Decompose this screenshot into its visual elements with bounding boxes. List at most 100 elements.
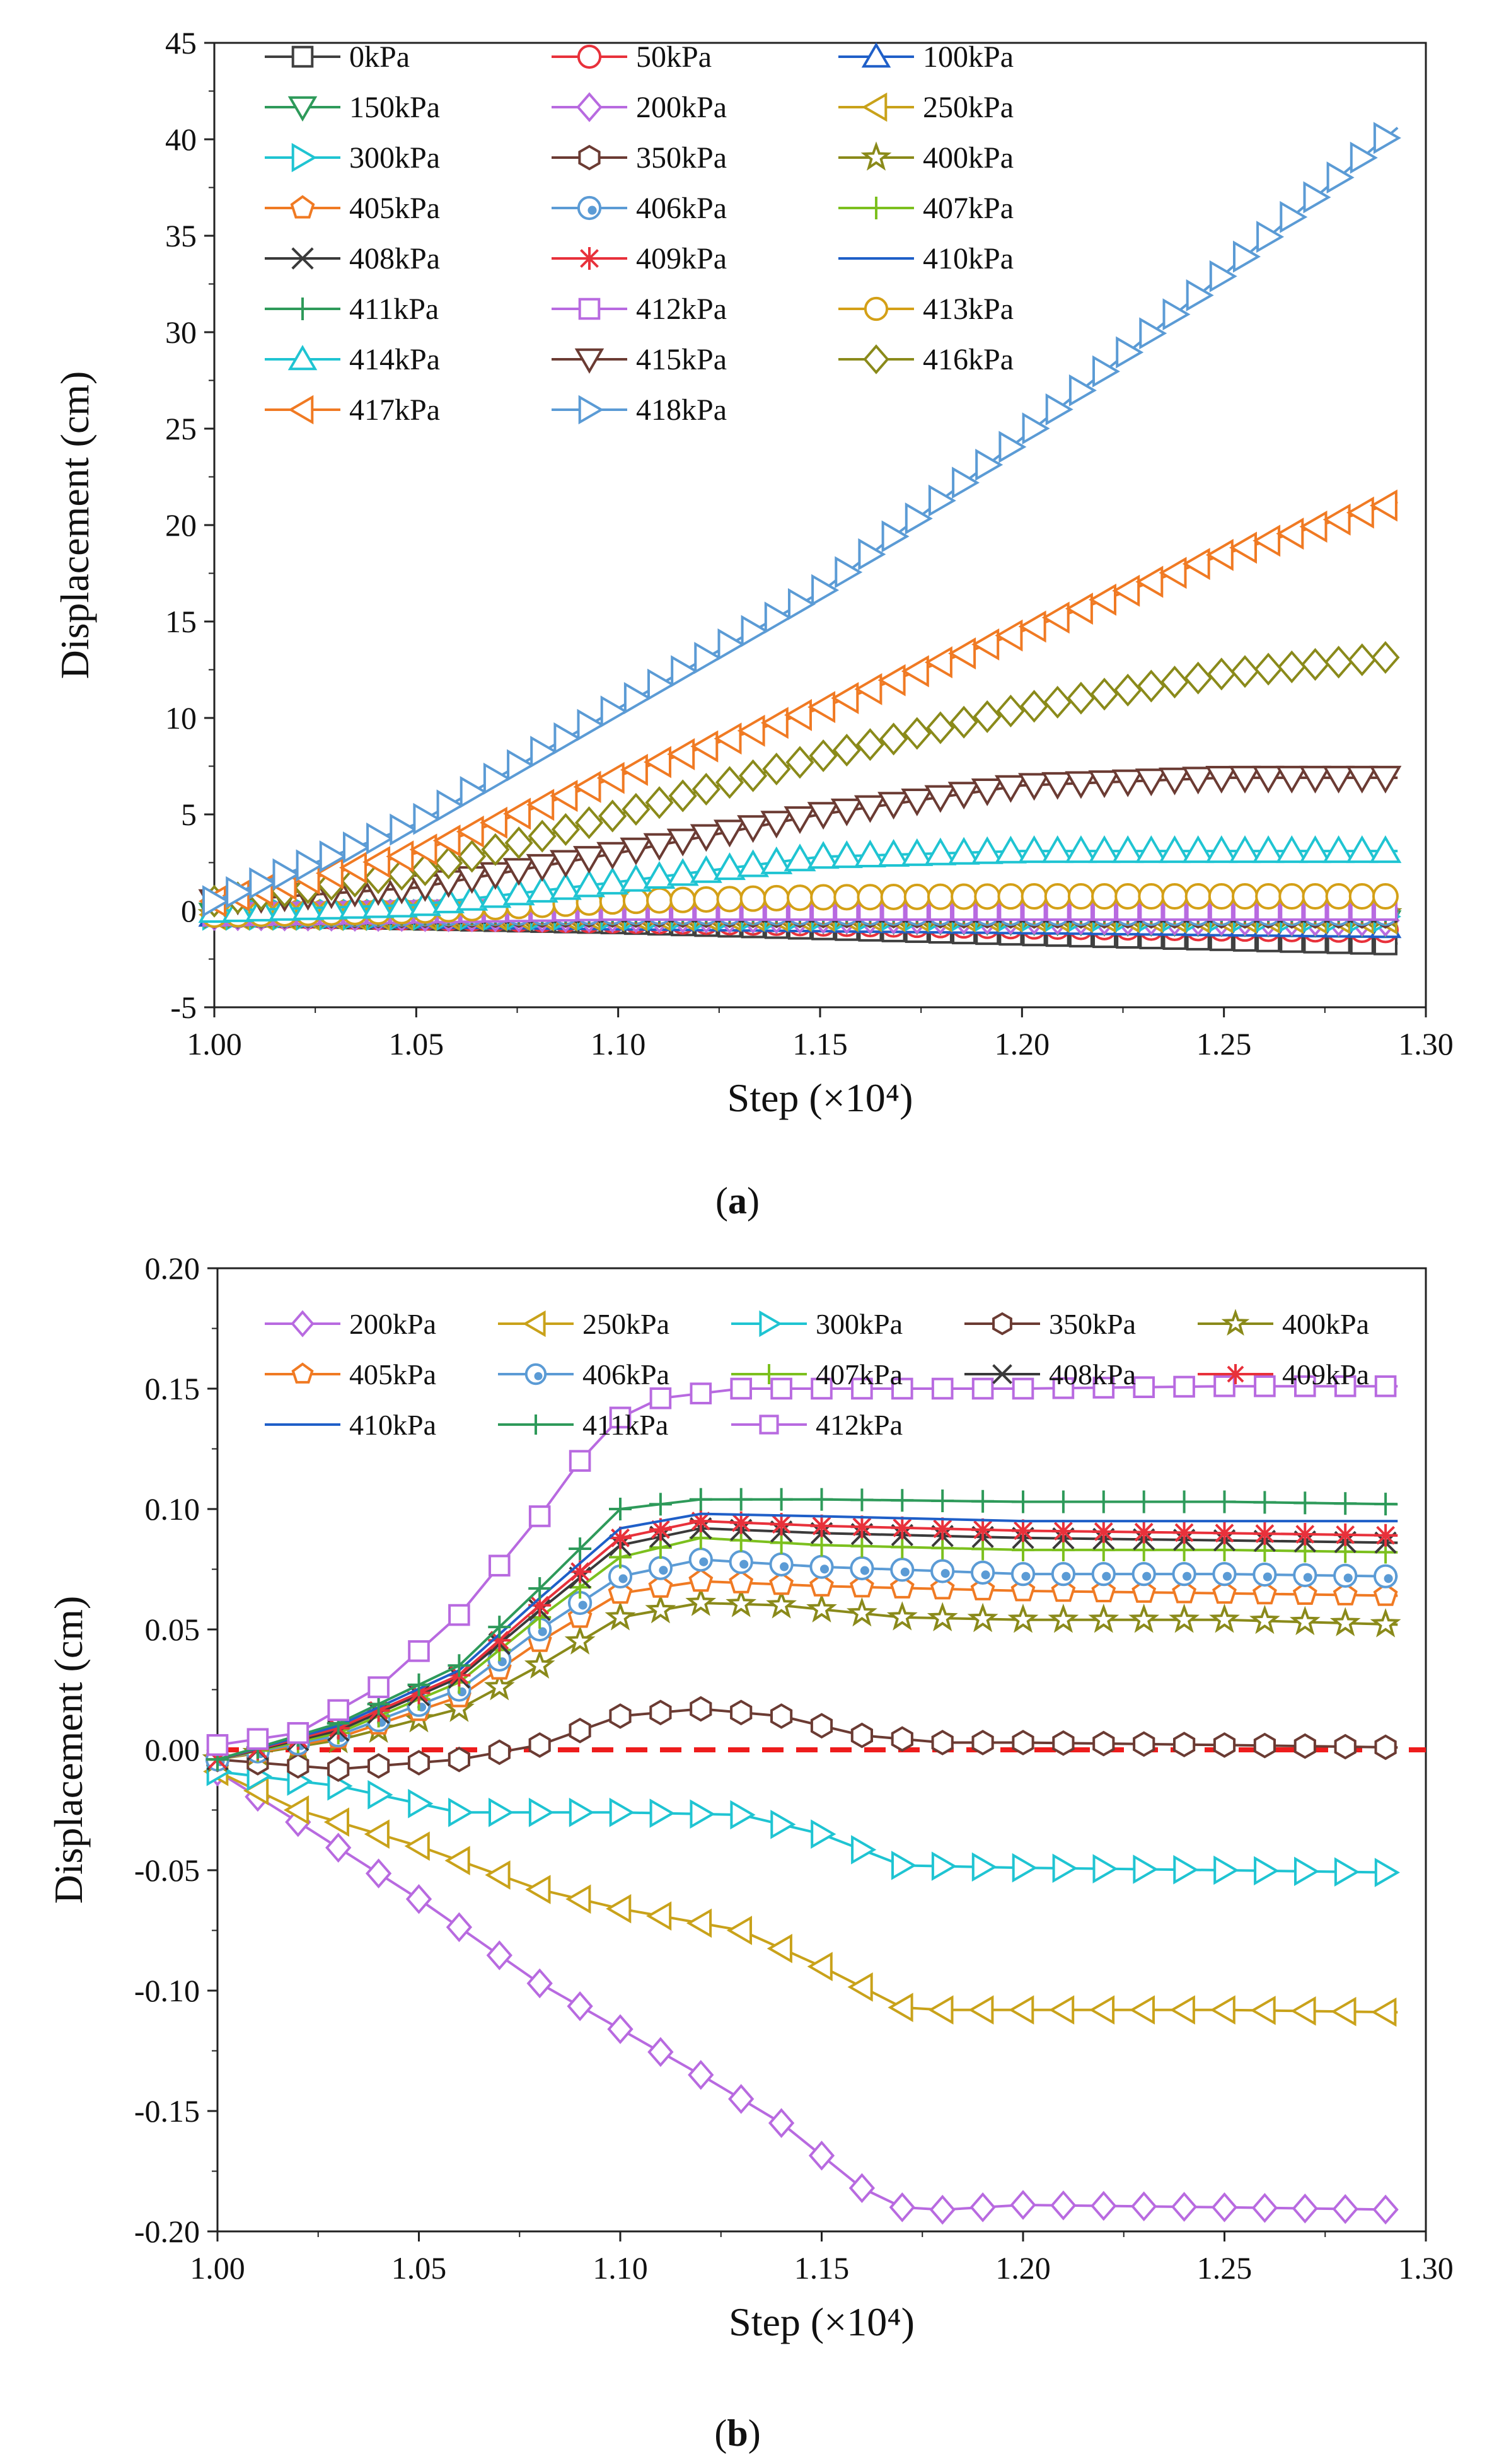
a-marker-417kpa bbox=[503, 797, 531, 830]
b-marker-300kpa bbox=[1133, 1854, 1159, 1884]
b-marker-200kpa bbox=[405, 1884, 432, 1914]
b-marker-400kpa bbox=[967, 1602, 998, 1633]
a-marker-415kpa bbox=[643, 833, 676, 861]
b-marker-400kpa bbox=[564, 1625, 596, 1655]
b-legend-marker bbox=[523, 1310, 546, 1338]
b-marker-300kpa bbox=[1012, 1853, 1038, 1883]
a-marker-417kpa bbox=[1089, 583, 1116, 616]
a-marker-414kpa bbox=[714, 852, 746, 881]
b-marker-250kpa bbox=[767, 1933, 792, 1964]
a-legend-label: 350kPa bbox=[636, 141, 727, 175]
a-legend-item-400kpa: 400kPa bbox=[838, 141, 1014, 175]
b-marker-200kpa bbox=[688, 2059, 714, 2090]
a-legend-marker bbox=[860, 141, 892, 171]
b-marker-412kpa bbox=[1213, 1375, 1235, 1397]
a-marker-418kpa bbox=[483, 762, 511, 795]
b-legend-marker bbox=[992, 1364, 1012, 1384]
b-marker-412kpa bbox=[971, 1377, 994, 1400]
caption-b: (b) bbox=[714, 2412, 760, 2454]
a-marker-417kpa bbox=[971, 628, 1000, 661]
b-marker-350kpa bbox=[609, 1703, 632, 1729]
b-marker-250kpa bbox=[444, 1846, 470, 1875]
a-marker-413kpa bbox=[1302, 883, 1329, 910]
a-marker-414kpa bbox=[947, 836, 980, 865]
a-legend-marker bbox=[864, 296, 889, 321]
a-legend-label: 400kPa bbox=[923, 141, 1014, 175]
b-marker-300kpa bbox=[1092, 1854, 1118, 1883]
a-marker-416kpa bbox=[1137, 669, 1166, 703]
b-legend-label: 250kPa bbox=[582, 1308, 669, 1340]
b-legend-item-411kpa: 411kPa bbox=[498, 1409, 668, 1441]
a-legend-label: 415kPa bbox=[636, 343, 727, 376]
a-marker-416kpa bbox=[996, 694, 1026, 728]
b-legend-item-412kpa: 412kPa bbox=[731, 1409, 903, 1441]
a-marker-414kpa bbox=[573, 869, 605, 898]
b-marker-200kpa bbox=[1131, 2191, 1157, 2222]
a-marker-413kpa bbox=[1325, 883, 1352, 910]
b-marker-300kpa bbox=[690, 1799, 715, 1829]
a-legend-label: 0kPa bbox=[349, 40, 410, 74]
b-marker-406kpa bbox=[1212, 1562, 1237, 1587]
a-marker-418kpa bbox=[413, 802, 441, 835]
a-marker-414kpa bbox=[456, 882, 489, 911]
b-marker-409kpa bbox=[1051, 1520, 1075, 1543]
a-marker-417kpa bbox=[479, 806, 507, 839]
b-marker-200kpa bbox=[768, 2108, 795, 2138]
a-marker-413kpa bbox=[622, 888, 649, 915]
a-legend-marker bbox=[861, 42, 891, 68]
b-marker-200kpa bbox=[848, 2173, 876, 2203]
a-marker-417kpa bbox=[1135, 565, 1164, 598]
b-marker-300kpa bbox=[1294, 1856, 1320, 1887]
b-marker-350kpa bbox=[1293, 1733, 1316, 1759]
a-legend-label: 416kPa bbox=[923, 343, 1014, 376]
b-marker-300kpa bbox=[811, 1819, 836, 1849]
b-legend-marker bbox=[759, 1310, 782, 1338]
b-legend-item-406kpa: 406kPa bbox=[498, 1358, 669, 1391]
b-marker-350kpa bbox=[1334, 1733, 1357, 1760]
b-marker-406kpa bbox=[930, 1559, 955, 1583]
b-marker-350kpa bbox=[1012, 1730, 1034, 1755]
b-marker-411kpa bbox=[891, 1489, 914, 1512]
a-marker-416kpa bbox=[645, 786, 674, 819]
a-marker-415kpa bbox=[1135, 768, 1167, 797]
b-marker-409kpa bbox=[931, 1517, 954, 1541]
a-marker-413kpa bbox=[974, 883, 1001, 910]
a-marker-415kpa bbox=[807, 802, 840, 830]
a-marker-418kpa bbox=[717, 628, 746, 661]
a-marker-414kpa bbox=[1111, 835, 1144, 864]
b-marker-250kpa bbox=[807, 1952, 833, 1982]
a-marker-418kpa bbox=[647, 668, 675, 701]
b-marker-350kpa bbox=[690, 1696, 712, 1722]
b-marker-250kpa bbox=[1009, 1995, 1034, 2025]
b-legend: 200kPa 250kPa 300kPa 350kPa 400kPa 405kPa 406k… bbox=[265, 1308, 1369, 1441]
b-marker-405kpa bbox=[729, 1570, 754, 1594]
b-marker-412kpa bbox=[690, 1382, 712, 1404]
a-marker-413kpa bbox=[646, 887, 673, 914]
b-marker-400kpa bbox=[1007, 1604, 1039, 1633]
a-marker-416kpa bbox=[1207, 657, 1236, 691]
b-marker-200kpa bbox=[325, 1832, 352, 1863]
caption-a: (a) bbox=[715, 1180, 760, 1222]
a-legend-item-417kpa: 417kPa bbox=[265, 393, 440, 427]
a-marker-418kpa bbox=[1139, 317, 1167, 350]
a-marker-418kpa bbox=[905, 502, 933, 535]
b-marker-300kpa bbox=[730, 1800, 756, 1830]
b-marker-405kpa bbox=[1051, 1578, 1076, 1602]
b-marker-300kpa bbox=[971, 1852, 997, 1882]
a-legend-marker bbox=[578, 144, 601, 171]
a-legend-item-412kpa: 412kPa bbox=[552, 292, 727, 326]
a-legend-marker bbox=[288, 395, 314, 425]
b-marker-406kpa bbox=[769, 1552, 794, 1576]
a-marker-417kpa bbox=[1205, 538, 1234, 571]
b-legend-label: 350kPa bbox=[1049, 1308, 1136, 1340]
a-marker-418kpa bbox=[811, 574, 840, 606]
b-legend-marker bbox=[526, 1414, 546, 1435]
b-marker-412kpa bbox=[1092, 1377, 1115, 1399]
a-marker-414kpa bbox=[1299, 835, 1331, 864]
a-legend-item-418kpa: 418kPa bbox=[552, 393, 727, 427]
a-marker-416kpa bbox=[809, 739, 838, 773]
a-marker-413kpa bbox=[1138, 883, 1165, 910]
a-marker-414kpa bbox=[1205, 835, 1238, 864]
a-marker-416kpa bbox=[1348, 643, 1377, 676]
b-marker-250kpa bbox=[606, 1894, 632, 1924]
